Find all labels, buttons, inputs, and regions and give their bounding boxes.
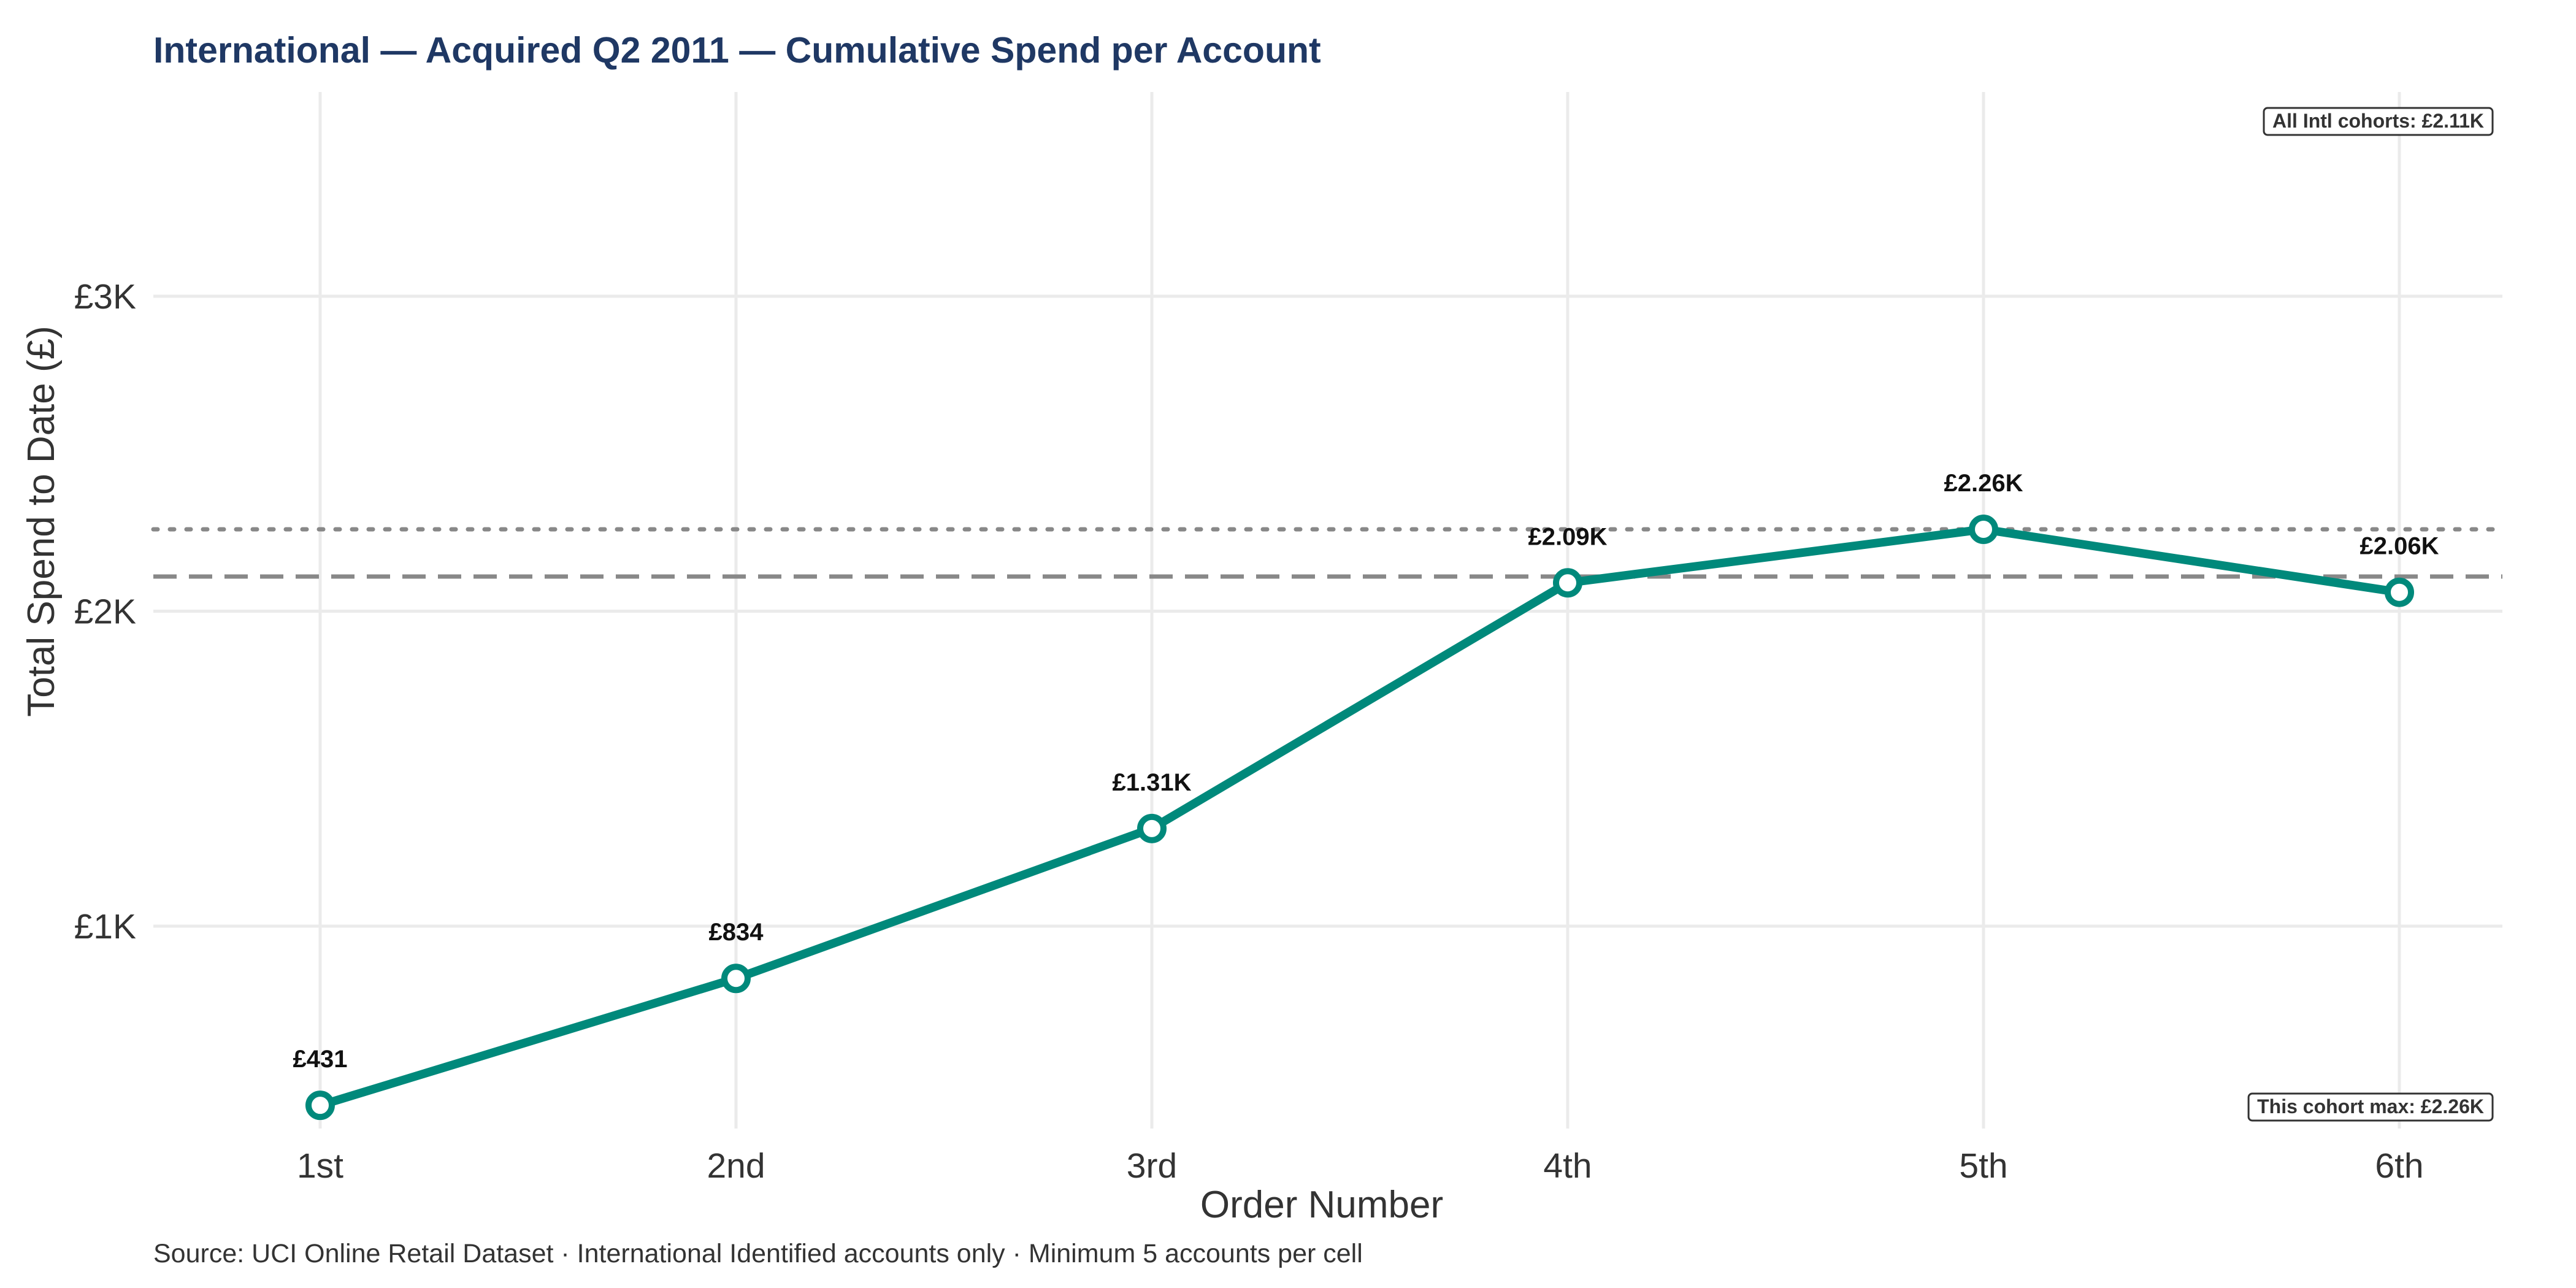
- data-point: [1137, 813, 1167, 843]
- y-tick-label: £2K: [74, 592, 136, 632]
- x-tick-label: 2nd: [707, 1146, 765, 1186]
- x-tick-label: 4th: [1543, 1146, 1592, 1186]
- data-label: £431: [293, 1046, 348, 1073]
- reference-lines: [151, 527, 2505, 579]
- annotation-cohort-max: This cohort max: £2.26K: [2247, 1092, 2494, 1122]
- x-tick-label: 6th: [2375, 1146, 2423, 1186]
- data-label: £834: [709, 919, 764, 946]
- annotation-box: [2263, 107, 2494, 136]
- annotations: All Intl cohorts: £2.11K This cohort max:…: [2247, 107, 2494, 1122]
- data-labels: £431 £834 £1.31K £2.09K £2.26K £2.06K: [293, 470, 2439, 1073]
- data-label: £2.09K: [1528, 523, 1608, 550]
- y-axis-title: Total Spend to Date (£): [20, 326, 63, 717]
- x-tick-label: 1st: [297, 1146, 343, 1186]
- y-tick-labels: £1K £2K £3K: [74, 277, 136, 946]
- series-line: [316, 524, 2404, 1110]
- y-gridlines: [153, 294, 2502, 928]
- annotation-text: All Intl cohorts: £2.11K: [2272, 110, 2484, 132]
- data-label: £1.31K: [1113, 769, 1192, 796]
- annotation-text: This cohort max: £2.26K: [2257, 1095, 2484, 1117]
- data-point: [721, 964, 751, 994]
- data-point: [1969, 514, 1998, 544]
- caption: Source: UCI Online Retail Dataset · Inte…: [153, 1239, 1363, 1268]
- x-tick-label: 3rd: [1127, 1146, 1177, 1186]
- x-tick-label: 5th: [1959, 1146, 2007, 1186]
- x-tick-labels: 1st 2nd 3rd 4th 5th 6th: [297, 1146, 2424, 1186]
- x-axis-title: Order Number: [1200, 1184, 1443, 1226]
- series-lines: [316, 524, 2404, 1110]
- data-point: [1553, 568, 1582, 598]
- data-point: [2385, 577, 2414, 607]
- y-tick-label: £1K: [74, 907, 136, 946]
- y-tick-label: £3K: [74, 277, 136, 316]
- chart-title: International — Acquired Q2 2011 — Cumul…: [153, 30, 1321, 71]
- data-point: [305, 1091, 335, 1121]
- data-label: £2.26K: [1944, 470, 2023, 497]
- annotation-box: [2247, 1092, 2494, 1122]
- annotation-all-cohorts: All Intl cohorts: £2.11K: [2263, 107, 2494, 136]
- data-label: £2.06K: [2360, 533, 2439, 560]
- data-points: [305, 514, 2414, 1121]
